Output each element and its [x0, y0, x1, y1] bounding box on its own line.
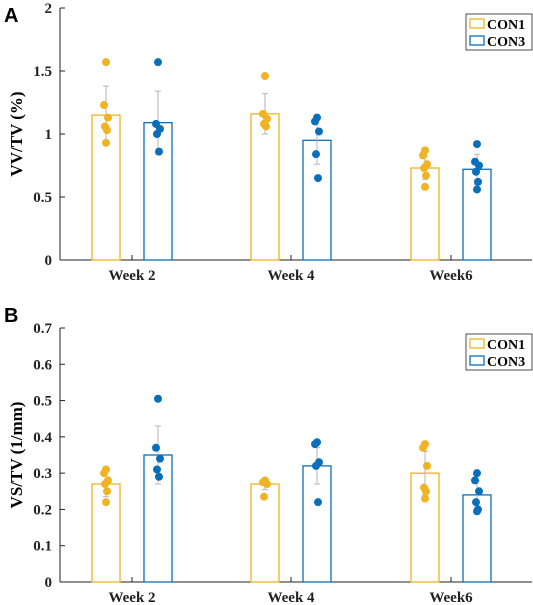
data-point-con3-a [153, 130, 161, 138]
data-point-con3-b [475, 487, 483, 496]
bar-con1-a [250, 113, 280, 261]
panel-letter-b: B [4, 305, 18, 327]
y-tick-label-b: 0.6 [33, 357, 52, 373]
data-point-con1-b [260, 492, 268, 501]
data-point-con1-b [423, 461, 431, 470]
data-point-con1-b [100, 469, 108, 478]
data-point-con1-b [101, 480, 109, 489]
data-point-con3-a [475, 161, 483, 170]
data-point-con1-a [422, 171, 430, 180]
legend-label-con1-b: CON1 [487, 338, 525, 353]
data-point-con1-b [421, 494, 429, 503]
y-tick-label-a: 2 [45, 1, 53, 17]
panel-letter-a: A [4, 5, 18, 27]
data-point-con3-b [155, 472, 163, 481]
data-point-con1-a [419, 151, 427, 160]
legend-swatch-con3-a [469, 35, 485, 46]
y-tick-label-b: 0.1 [33, 539, 52, 555]
x-tick-label-b: Week 2 [108, 590, 155, 605]
data-point-con3-a [314, 174, 322, 183]
data-point-con3-a [474, 177, 482, 186]
legend-swatch-con3-b [469, 355, 485, 366]
panel-a: A VV/TV (%) 0 0.5 1 1.5 2 Week 2 Week 4 Week6 CON1… [4, 1, 533, 284]
data-point-con3-b [156, 454, 164, 463]
legend-swatch-con1-b [469, 338, 485, 349]
legend-box-a [465, 13, 533, 51]
x-tick-label-a: Week6 [429, 268, 473, 284]
data-point-con1-a [102, 58, 110, 67]
data-point-con1-b [419, 443, 427, 452]
data-point-con3-b [311, 440, 319, 449]
data-point-con3-b [472, 498, 480, 507]
legend-swatch-con1-a [469, 18, 485, 29]
data-point-con3-b [473, 469, 481, 478]
data-point-con1-a [421, 182, 429, 191]
data-point-con3-a [154, 58, 162, 67]
y-tick-label-b: 0.2 [33, 502, 52, 518]
legend-box-b [465, 333, 533, 371]
data-point-con3-b [471, 476, 479, 485]
data-point-con1-a [100, 101, 108, 110]
legend-label-con3-a: CON3 [487, 35, 525, 50]
data-point-con3-b [153, 465, 161, 474]
x-tick-label-a: Week 4 [267, 268, 315, 284]
y-tick-label-b: 0.3 [33, 466, 52, 482]
data-point-con1-b [422, 487, 430, 496]
data-point-con1-a [420, 164, 428, 173]
y-tick-label-b: 0.4 [33, 430, 52, 446]
data-point-con1-a [262, 122, 270, 131]
data-point-con1-b [263, 480, 271, 489]
x-tick-label-b: Week6 [429, 590, 473, 605]
data-point-con1-b [103, 487, 111, 496]
data-point-con1-a [102, 138, 110, 147]
data-point-con3-b [312, 461, 320, 470]
legend-label-con1-a: CON1 [487, 18, 525, 33]
data-point-con3-a [472, 167, 480, 176]
data-point-con3-b [473, 507, 481, 516]
y-tick-label-a: 1.5 [33, 64, 52, 80]
data-point-con3-a [473, 140, 481, 149]
y-tick-label-b: 0.7 [33, 321, 52, 337]
panel-b: B VS/TV (1/mm) 0 0.1 0.2 0.3 0.4 0.5 0.6 0.7 Week … [4, 305, 533, 605]
y-tick-label-a: 0 [45, 253, 53, 269]
data-point-con3-a [155, 147, 163, 156]
y-axis-label-a: VV/TV (%) [7, 91, 26, 176]
legend-label-con3-b: CON3 [487, 355, 525, 370]
data-point-con1-b [102, 498, 110, 507]
data-point-con1-a [103, 126, 111, 135]
y-axis-label-b: VS/TV (1/mm) [7, 402, 26, 509]
data-point-con3-b [152, 443, 160, 452]
data-point-con3-b [154, 394, 162, 403]
data-point-con1-a [104, 113, 112, 122]
y-tick-label-b: 0.5 [33, 394, 52, 410]
data-point-con3-a [311, 117, 319, 126]
bar-con1-a [410, 167, 440, 261]
x-tick-label-b: Week 4 [267, 590, 315, 605]
data-point-con3-b [314, 498, 322, 507]
y-tick-label-b: 0 [45, 575, 53, 591]
data-point-con3-a [473, 185, 481, 194]
data-point-con1-a [261, 72, 269, 81]
data-point-con3-a [315, 127, 323, 136]
y-tick-label-a: 1 [45, 127, 53, 143]
x-tick-label-a: Week 2 [108, 268, 155, 284]
data-point-con3-a [312, 150, 320, 159]
y-tick-label-a: 0.5 [33, 190, 52, 206]
